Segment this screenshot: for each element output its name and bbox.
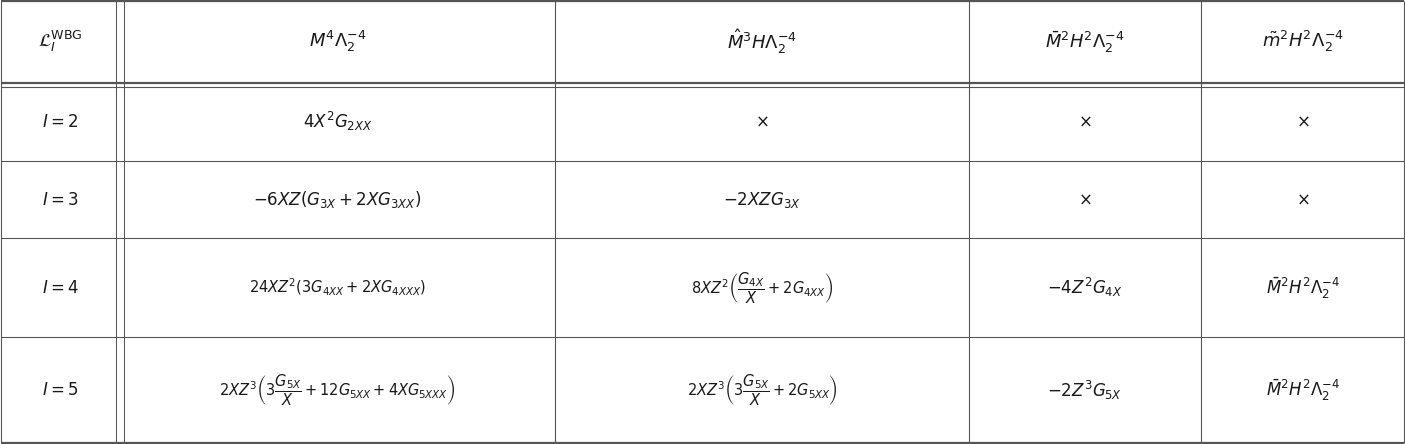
Text: $\times$: $\times$ [1078, 190, 1092, 209]
Text: $\bar{M}^2 H^2\Lambda_2^{-4}$: $\bar{M}^2 H^2\Lambda_2^{-4}$ [1266, 275, 1339, 301]
Text: $-6XZ\left(G_{3X}+2XG_{3XX}\right)$: $-6XZ\left(G_{3X}+2XG_{3XX}\right)$ [253, 189, 422, 210]
Text: $I=2$: $I=2$ [42, 113, 79, 131]
Text: $M^4\Lambda_2^{-4}$: $M^4\Lambda_2^{-4}$ [309, 29, 367, 55]
Text: $I=5$: $I=5$ [42, 381, 79, 399]
Text: $\times$: $\times$ [1295, 190, 1309, 209]
Text: $\times$: $\times$ [756, 113, 769, 131]
Text: $I=4$: $I=4$ [42, 279, 79, 297]
Text: $\times$: $\times$ [1295, 113, 1309, 131]
Text: $-4Z^2 G_{4X}$: $-4Z^2 G_{4X}$ [1047, 276, 1123, 299]
Text: $2XZ^3\left(3\dfrac{G_{5X}}{X}+2G_{5XX}\right)$: $2XZ^3\left(3\dfrac{G_{5X}}{X}+2G_{5XX}\… [687, 373, 837, 408]
Text: $2XZ^3\left(3\dfrac{G_{5X}}{X}+12G_{5XX}+4XG_{5XXX}\right)$: $2XZ^3\left(3\dfrac{G_{5X}}{X}+12G_{5XX}… [219, 373, 455, 408]
Text: $\bar{M}^2 H^2\Lambda_2^{-4}$: $\bar{M}^2 H^2\Lambda_2^{-4}$ [1045, 29, 1125, 55]
Text: $8XZ^2\left(\dfrac{G_{4X}}{X}+2G_{4XX}\right)$: $8XZ^2\left(\dfrac{G_{4X}}{X}+2G_{4XX}\r… [691, 270, 833, 305]
Text: $I=3$: $I=3$ [42, 190, 79, 209]
Text: $\times$: $\times$ [1078, 113, 1092, 131]
Text: $-2XZG_{3X}$: $-2XZG_{3X}$ [724, 190, 801, 210]
Text: $\tilde{m}^2 H^2\Lambda_2^{-4}$: $\tilde{m}^2 H^2\Lambda_2^{-4}$ [1262, 29, 1343, 55]
Text: $\hat{M}^3 H\Lambda_2^{-4}$: $\hat{M}^3 H\Lambda_2^{-4}$ [728, 28, 797, 56]
Text: $\bar{M}^2 H^2\Lambda_2^{-4}$: $\bar{M}^2 H^2\Lambda_2^{-4}$ [1266, 377, 1339, 403]
Text: $\mathcal{L}_I^{\mathrm{WBG}}$: $\mathcal{L}_I^{\mathrm{WBG}}$ [38, 29, 83, 55]
Text: $-2Z^3 G_{5X}$: $-2Z^3 G_{5X}$ [1048, 379, 1123, 402]
Text: $24XZ^2\left(3G_{4XX}+2XG_{4XXX}\right)$: $24XZ^2\left(3G_{4XX}+2XG_{4XXX}\right)$ [249, 278, 426, 298]
Text: $4X^2 G_{2XX}$: $4X^2 G_{2XX}$ [303, 111, 372, 134]
